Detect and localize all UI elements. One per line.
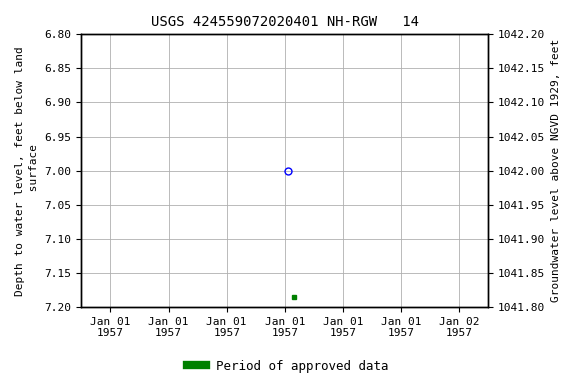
Y-axis label: Depth to water level, feet below land
 surface: Depth to water level, feet below land su…: [15, 46, 39, 296]
Title: USGS 424559072020401 NH-RGW   14: USGS 424559072020401 NH-RGW 14: [151, 15, 419, 29]
Y-axis label: Groundwater level above NGVD 1929, feet: Groundwater level above NGVD 1929, feet: [551, 39, 561, 302]
Legend: Period of approved data: Period of approved data: [183, 355, 393, 378]
